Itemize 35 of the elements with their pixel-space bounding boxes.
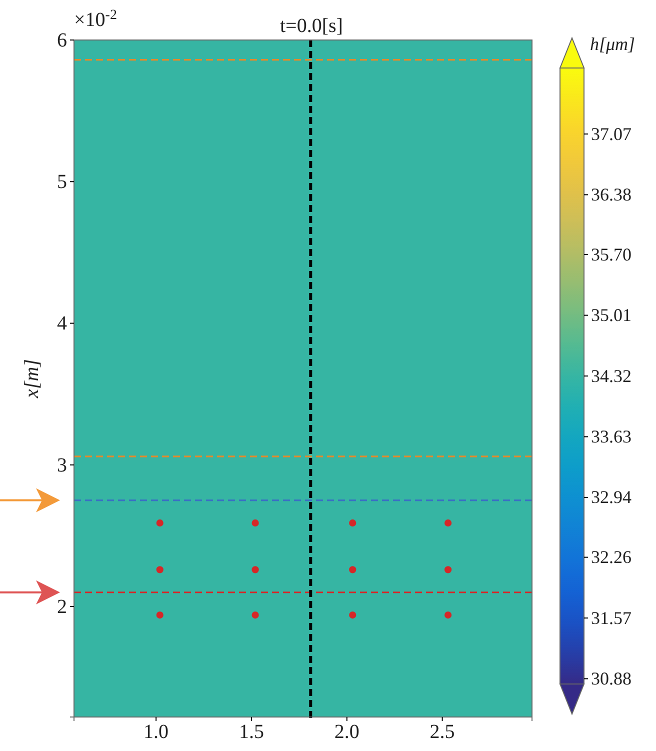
text: ×10$^{-2}$ xyxy=(74,8,117,31)
point xyxy=(349,611,356,619)
color-bar-label: 37.07 xyxy=(591,124,632,144)
y-tick-label: 2 xyxy=(57,596,67,618)
point xyxy=(444,566,452,574)
point xyxy=(156,611,164,619)
y-tick-label: 5 xyxy=(57,171,67,194)
x-tick-label: 1.0 xyxy=(144,721,169,744)
point xyxy=(252,566,259,574)
y-tick-label: 6 xyxy=(57,29,67,52)
y-tick-label: 3 xyxy=(57,454,67,476)
point xyxy=(444,611,452,619)
color-bar-label: 32.94 xyxy=(591,487,632,508)
y-tick-label: 4 xyxy=(57,312,67,335)
point xyxy=(444,519,452,527)
color-bar-label: 34.32 xyxy=(591,366,632,386)
point xyxy=(349,566,356,574)
color-bar-label: 35.70 xyxy=(591,244,632,264)
point xyxy=(156,566,164,574)
y-axis-title: x[m] xyxy=(21,359,43,399)
color-bar-label: 35.01 xyxy=(591,305,632,326)
color-bar-label: 32.26 xyxy=(591,547,632,568)
point xyxy=(252,611,259,619)
point xyxy=(252,519,259,527)
chart-title: t=0.0[s] xyxy=(280,15,343,37)
point xyxy=(349,519,356,527)
color-bar-label: 33.63 xyxy=(591,426,632,446)
x-tick-label: 2.5 xyxy=(430,721,455,744)
x-tick-label: 2.0 xyxy=(334,721,360,744)
point xyxy=(156,519,164,527)
color-bar-label: 30.88 xyxy=(591,668,632,688)
color-bar-label: 36.38 xyxy=(591,184,632,204)
color-bar-title: h[μm] xyxy=(590,34,636,54)
color-bar-label: 31.57 xyxy=(591,608,632,628)
x-tick-label: 1.5 xyxy=(238,721,264,744)
